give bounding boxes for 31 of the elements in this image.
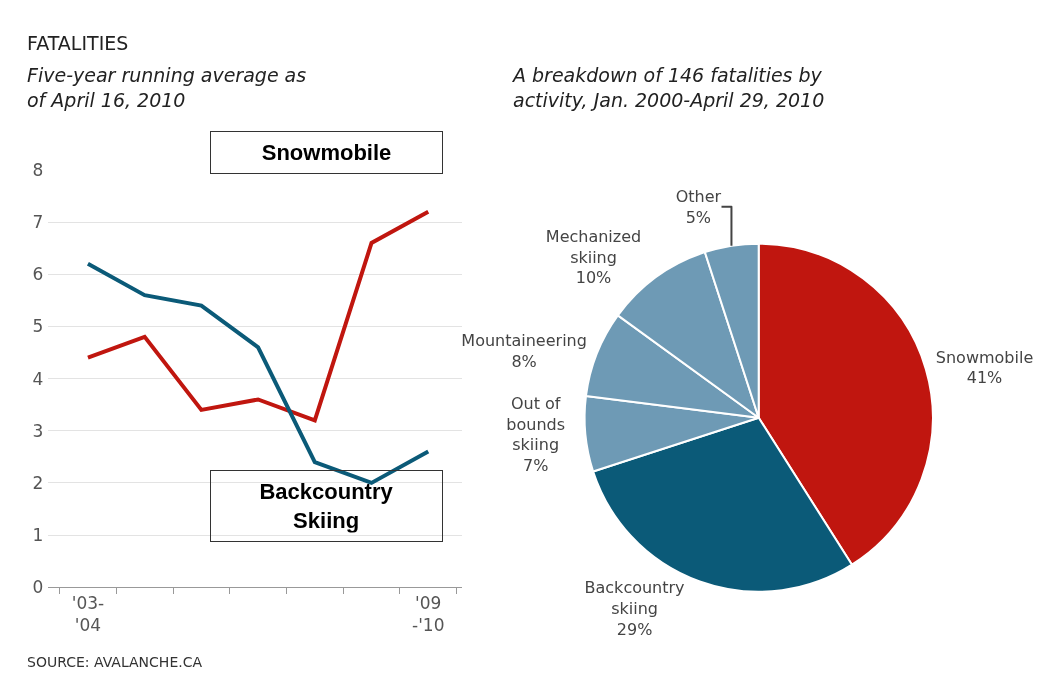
y-tick-label: 7	[32, 212, 44, 233]
data-label: 41%	[966, 368, 1003, 388]
x-tick-label: '03- '04	[71, 592, 105, 635]
chart-subtitle: A breakdown of 146 fatalities by activity, Jan. 2000-April 29, 2010	[511, 64, 825, 111]
text: Snowmobile	[261, 140, 392, 165]
source-note: SOURCE: AVALANCHE.CA	[27, 654, 203, 670]
series-label: Backcountry Skiing	[259, 479, 394, 533]
chart-title: FATALITIES	[27, 32, 129, 54]
data-label: 29%	[616, 619, 653, 639]
slice-label: Out of bounds skiing	[506, 393, 566, 455]
y-tick-label: 5	[32, 316, 44, 337]
slice-label: Mechanized skiing	[545, 226, 642, 267]
data-label: 5%	[685, 207, 712, 227]
y-tick-label: 4	[32, 368, 44, 389]
y-tick-label: 8	[32, 159, 44, 180]
data-label: 7%	[522, 456, 549, 476]
y-tick-label: 2	[32, 472, 44, 493]
y-tick-label: 1	[32, 525, 44, 546]
y-tick-label: 3	[32, 420, 44, 441]
y-tick-label: 0	[32, 577, 44, 598]
slice-label: Backcountry skiing	[584, 578, 685, 618]
data-label: 8%	[511, 351, 537, 371]
data-label: 10%	[575, 268, 612, 288]
slice-label: Snowmobile	[935, 347, 1034, 367]
slice-label: Mountaineering	[461, 331, 587, 351]
line-series	[85, 209, 431, 423]
y-tick-label: 6	[32, 264, 44, 285]
line-series	[85, 261, 431, 485]
x-tick-label: '09 -'10	[412, 592, 445, 635]
slice-label: Other	[675, 186, 722, 206]
chart-subtitle: Five-year running average as of April 16, 2010	[27, 64, 307, 111]
